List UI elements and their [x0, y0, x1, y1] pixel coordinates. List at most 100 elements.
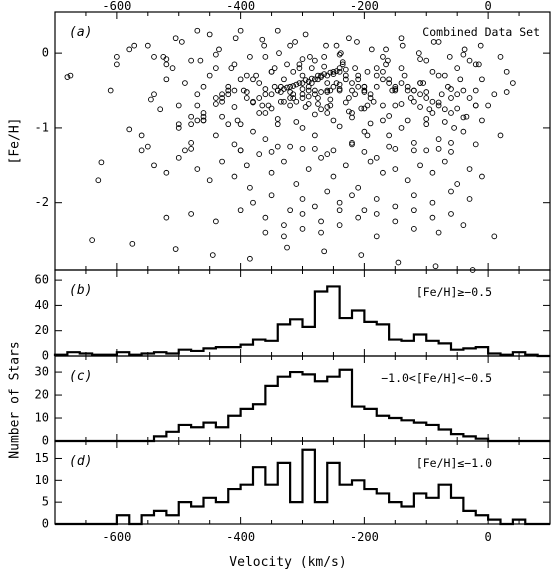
- scatter-point: [451, 125, 457, 131]
- scatter-point: [479, 173, 485, 180]
- y-tick-label: 0: [42, 349, 49, 363]
- scatter-point: [429, 98, 436, 105]
- scatter-point: [429, 68, 436, 75]
- scatter-point: [358, 252, 365, 258]
- scatter-point: [262, 136, 269, 142]
- y-tick-label: 15: [35, 451, 49, 465]
- scatter-point: [392, 166, 399, 172]
- scatter-point: [324, 87, 331, 94]
- scatter-point: [398, 80, 405, 86]
- scatter-point: [144, 42, 151, 49]
- scatter-point: [417, 162, 423, 169]
- scatter-point: [380, 68, 386, 75]
- scatter-point: [312, 87, 318, 94]
- scatter-point: [274, 27, 281, 34]
- scatter-point: [250, 128, 256, 135]
- scatter-point: [361, 87, 368, 94]
- scatter-point: [336, 65, 343, 71]
- scatter-point: [330, 71, 337, 77]
- scatter-point: [392, 102, 399, 109]
- scatter-point: [441, 158, 448, 165]
- scatter-point: [448, 140, 454, 146]
- scatter-point: [411, 147, 417, 154]
- scatter-point: [188, 140, 194, 146]
- scatter-point: [364, 102, 371, 109]
- scatter-point: [318, 154, 324, 161]
- scatter-point: [231, 61, 238, 68]
- scatter-point: [368, 46, 375, 53]
- scatter-point: [290, 83, 297, 89]
- scatter-point: [367, 120, 374, 127]
- scatter-point: [256, 80, 263, 86]
- panel-label: (b): [69, 283, 92, 298]
- scatter-point: [231, 173, 238, 180]
- scatter-point: [302, 31, 309, 38]
- scatter-point: [305, 78, 312, 85]
- scatter-point: [355, 83, 362, 90]
- scatter-point: [292, 39, 298, 45]
- scatter-point: [219, 113, 225, 120]
- scatter-point: [293, 81, 300, 88]
- scatter-point: [243, 95, 250, 101]
- scatter-point: [243, 89, 250, 95]
- scatter-point: [262, 229, 269, 236]
- scatter-point: [342, 99, 349, 106]
- scatter-point: [330, 173, 337, 180]
- scatter-point: [404, 87, 411, 94]
- scatter-point: [417, 56, 423, 62]
- scatter-point: [503, 89, 510, 95]
- y-tick-label: 30: [35, 365, 49, 379]
- scatter-point: [336, 199, 343, 206]
- scatter-point: [333, 68, 340, 74]
- scatter-point: [225, 87, 232, 94]
- scatter-point: [281, 158, 287, 165]
- scatter-point: [398, 101, 405, 107]
- scatter-point: [389, 87, 396, 94]
- scatter-point: [293, 119, 300, 125]
- scatter-point: [237, 207, 244, 214]
- scatter-point: [423, 147, 430, 154]
- scatter-point: [151, 54, 157, 60]
- scatter-point: [367, 91, 374, 98]
- scatter-point: [206, 31, 213, 38]
- scatter-point: [423, 121, 430, 128]
- scatter-point: [237, 27, 244, 34]
- scatter-point: [342, 66, 349, 73]
- scatter-point: [178, 39, 185, 45]
- scatter-point: [463, 113, 470, 120]
- scatter-point: [448, 95, 454, 101]
- y-tick-label: 10: [35, 473, 49, 487]
- scatter-point: [438, 91, 445, 98]
- y-tick-label: 40: [35, 298, 49, 312]
- histogram-outline: [55, 448, 550, 526]
- scatter-ylabel: [Fe/H]: [8, 118, 23, 165]
- scatter-point: [435, 136, 442, 142]
- scatter-point: [305, 93, 312, 100]
- scatter-point: [277, 89, 284, 95]
- scatter-point: [411, 192, 417, 199]
- scatter-point: [287, 143, 293, 150]
- scatter-point: [67, 72, 74, 79]
- scatter-point: [281, 233, 287, 240]
- scatter-point: [435, 229, 442, 236]
- scatter-point: [213, 65, 219, 71]
- scatter-point: [423, 57, 430, 64]
- scatter-point: [262, 54, 269, 60]
- scatter-point: [454, 105, 461, 112]
- scatter-point: [274, 87, 281, 94]
- scatter-point: [290, 68, 297, 75]
- scatter-point: [336, 222, 343, 228]
- scatter-point: [247, 184, 253, 191]
- scatter-point: [503, 68, 510, 75]
- scatter-point: [457, 76, 464, 83]
- scatter-point: [392, 146, 399, 152]
- scatter-point: [380, 76, 386, 83]
- panel-b: 0 20 40 60 (b) [Fe/H]≥−0.5: [35, 269, 551, 363]
- scatter-point: [346, 95, 352, 101]
- scatter-point: [448, 110, 454, 116]
- y-tick-label: 10: [35, 411, 49, 425]
- scatter-point: [386, 76, 392, 83]
- scatter-point: [290, 95, 297, 101]
- scatter-point: [417, 91, 423, 98]
- scatter-point: [429, 110, 436, 116]
